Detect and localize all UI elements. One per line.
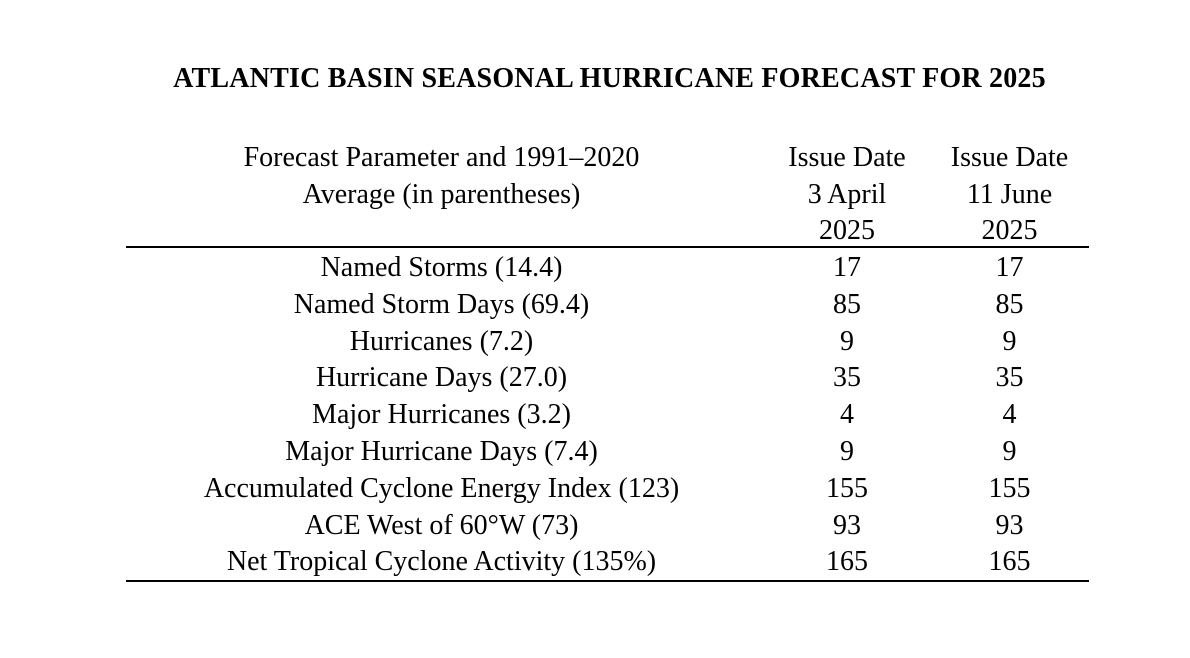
header-parameter: Forecast Parameter and 1991–2020 Average…: [126, 140, 757, 213]
row-june-value: 9: [1002, 325, 1017, 357]
row-june-value: 155: [988, 472, 1031, 504]
table-row: Named Storms (14.4) 17 17: [126, 250, 1089, 287]
header-parameter-line: Average (in parentheses): [302, 178, 581, 210]
header-col1-line: Issue Date: [788, 142, 906, 173]
row-parameter: Hurricane Days (27.0): [315, 362, 568, 394]
header-issue-june: Issue Date 11 June 2025: [937, 140, 1082, 250]
row-parameter: Major Hurricane Days (7.4): [285, 435, 598, 467]
row-april-value: 4: [840, 399, 854, 431]
row-parameter: Major Hurricanes (3.2): [312, 399, 571, 431]
header-col1-line: 3 April: [807, 178, 887, 210]
row-june-value: 35: [995, 362, 1024, 394]
row-june-value: 17: [995, 252, 1024, 283]
table-row: Accumulated Cyclone Energy Index (123) 1…: [126, 471, 1089, 508]
row-april-value: 35: [833, 362, 861, 394]
row-april-value: 85: [833, 288, 861, 320]
row-april-value: 9: [840, 435, 854, 467]
row-june-value: 93: [995, 509, 1024, 541]
row-june-value: 4: [1002, 399, 1017, 431]
header-col2-line: 2025: [981, 215, 1038, 246]
row-april-value: 165: [826, 546, 868, 578]
header-divider: [126, 246, 1089, 248]
table-row: Hurricane Days (27.0) 35 35: [126, 360, 1089, 397]
table-row: Hurricanes (7.2) 9 9: [126, 324, 1089, 361]
header-col2-line: 11 June: [966, 178, 1053, 210]
row-june-value: 165: [988, 546, 1031, 578]
forecast-table: Forecast Parameter and 1991–2020 Average…: [126, 140, 1089, 582]
table-row: Named Storm Days (69.4) 85 85: [126, 287, 1089, 324]
table-bottom-rule: [126, 580, 1089, 582]
header-col2-line: Issue Date: [950, 142, 1069, 173]
table-row: Major Hurricane Days (7.4) 9 9: [126, 434, 1089, 471]
table-row: Net Tropical Cyclone Activity (135%) 165…: [126, 544, 1089, 581]
row-april-value: 9: [840, 325, 854, 357]
table-header: Forecast Parameter and 1991–2020 Average…: [126, 140, 1089, 246]
row-june-value: 85: [995, 288, 1024, 320]
row-parameter: ACE West of 60°W (73): [304, 509, 579, 541]
row-parameter: Named Storms (14.4): [320, 252, 563, 283]
row-april-value: 93: [833, 509, 861, 541]
row-parameter: Accumulated Cyclone Energy Index (123): [203, 472, 680, 504]
page-title: ATLANTIC BASIN SEASONAL HURRICANE FORECA…: [173, 63, 1046, 94]
table-row: ACE West of 60°W (73) 93 93: [126, 508, 1089, 545]
row-april-value: 155: [826, 472, 868, 504]
row-parameter: Named Storm Days (69.4): [293, 288, 590, 320]
table-body: Named Storms (14.4) 17 17 Named Storm Da…: [126, 250, 1089, 581]
row-april-value: 17: [833, 252, 861, 283]
row-june-value: 9: [1002, 435, 1017, 467]
table-row: Major Hurricanes (3.2) 4 4: [126, 397, 1089, 434]
header-parameter-line: Forecast Parameter and 1991–2020: [243, 142, 640, 173]
header-issue-april: Issue Date 3 April 2025: [757, 140, 937, 250]
row-parameter: Hurricanes (7.2): [349, 325, 534, 357]
header-col1-line: 2025: [819, 215, 875, 246]
row-parameter: Net Tropical Cyclone Activity (135%): [226, 546, 657, 578]
